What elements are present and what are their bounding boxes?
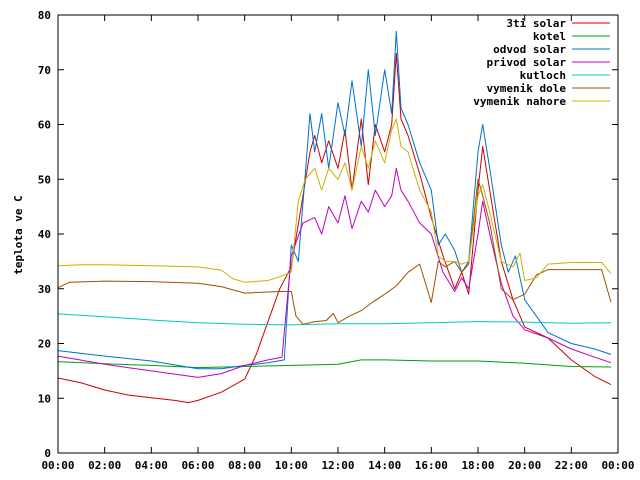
- x-tick-label: 18:00: [461, 459, 494, 472]
- series-line-kotel: [57, 359, 612, 369]
- y-tick-label: 0: [44, 447, 51, 460]
- x-tick-label: 22:00: [555, 459, 588, 472]
- x-tick-label: 12:00: [321, 459, 354, 472]
- axes-group: 0 10 20 30 40 50 60 70 80 00:00 02:00 04:00 06:00 08:…: [38, 9, 635, 472]
- series-line-odvod-solar: [57, 30, 612, 370]
- y-tick-label: 50: [38, 173, 51, 186]
- x-tick-label: 16:00: [415, 459, 448, 472]
- series-line-privod-solar: [57, 167, 612, 378]
- x-tick-label: 14:00: [368, 459, 401, 472]
- legend-label: vymenik dole: [487, 82, 567, 95]
- series-line-3ti-solar: [57, 52, 612, 404]
- legend-label: kutloch: [520, 69, 566, 82]
- y-tick-label: 30: [38, 283, 51, 296]
- x-tick-label: 00:00: [41, 459, 74, 472]
- series-line-vymenik-dole: [57, 178, 612, 325]
- series-line-kutloch: [57, 313, 612, 326]
- x-tick-label: 20:00: [508, 459, 541, 472]
- x-tick-label: 02:00: [88, 459, 121, 472]
- series-line-vymenik-nahore: [57, 118, 612, 283]
- y-axis-title: teplota ve C: [12, 195, 25, 274]
- x-tick-label: 06:00: [181, 459, 214, 472]
- series-group: [57, 30, 612, 404]
- legend-label: 3ti solar: [506, 17, 566, 30]
- legend-label: privod solar: [487, 56, 567, 69]
- y-tick-label: 60: [38, 119, 51, 132]
- y-tick-label: 40: [38, 228, 51, 241]
- y-tick-label: 80: [38, 9, 51, 22]
- x-tick-label: 04:00: [135, 459, 168, 472]
- legend-label: odvod solar: [493, 43, 566, 56]
- legend-label: kotel: [533, 30, 566, 43]
- x-tick-label: 00:00: [601, 459, 634, 472]
- x-tick-label: 08:00: [228, 459, 261, 472]
- y-tick-label: 20: [38, 338, 51, 351]
- x-tick-label: 10:00: [275, 459, 308, 472]
- y-tick-label: 70: [38, 64, 51, 77]
- legend-label: vymenik nahore: [473, 95, 566, 108]
- y-tick-label: 10: [38, 392, 51, 405]
